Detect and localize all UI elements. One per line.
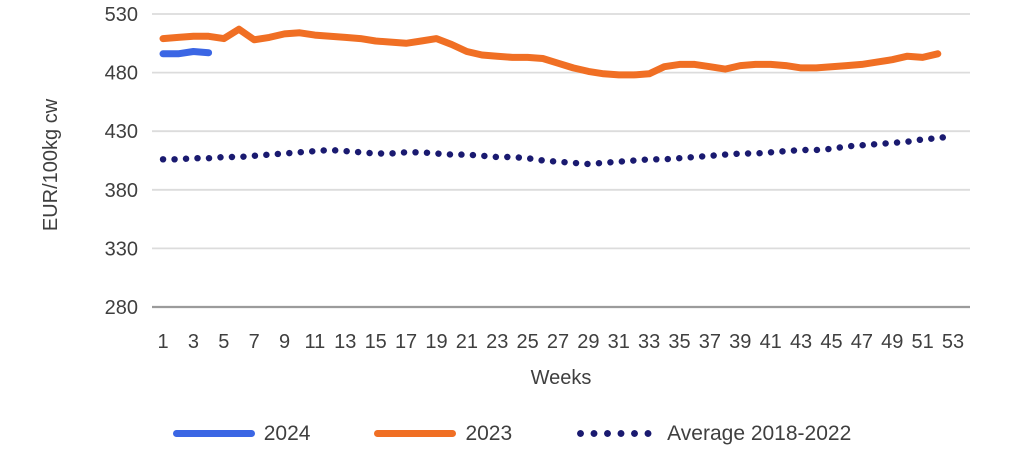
x-tick-label: 9 xyxy=(279,331,290,353)
chart-legend: 2024 2023 Average 2018-2022 xyxy=(0,413,1024,453)
y-tick-label: 380 xyxy=(105,180,138,202)
legend-item-2023: 2023 xyxy=(374,423,512,444)
x-tick-label: 15 xyxy=(365,331,387,353)
x-tick-label: 27 xyxy=(547,331,569,353)
x-axis-title: Weeks xyxy=(531,367,592,389)
legend-dotted-line-icon xyxy=(576,428,659,438)
x-tick-label: 1 xyxy=(157,331,168,353)
x-tick-label: 13 xyxy=(334,331,356,353)
legend-label-2024: 2024 xyxy=(263,421,311,445)
x-tick-label: 43 xyxy=(790,331,812,353)
x-tick-label: 51 xyxy=(911,331,933,353)
x-tick-label: 29 xyxy=(577,331,599,353)
x-tick-label: 3 xyxy=(188,331,199,353)
x-tick-label: 17 xyxy=(395,331,417,353)
x-tick-label: 5 xyxy=(218,331,229,353)
x-tick-label: 21 xyxy=(456,331,478,353)
x-tick-label: 39 xyxy=(729,331,751,353)
x-tick-label: 47 xyxy=(851,331,873,353)
series-line-2024 xyxy=(159,48,213,58)
legend-item-average: Average 2018-2022 xyxy=(576,423,851,444)
series-line-2023 xyxy=(159,25,942,79)
x-tick-label: 45 xyxy=(820,331,842,353)
x-tick-label: 25 xyxy=(516,331,538,353)
y-tick-label: 280 xyxy=(105,297,138,319)
y-axis-title: EUR/100kg cw xyxy=(40,98,62,231)
y-tick-label: 480 xyxy=(105,63,138,85)
x-tick-label: 31 xyxy=(608,331,630,353)
x-tick-label: 23 xyxy=(486,331,508,353)
legend-line-2024-icon xyxy=(172,429,255,437)
x-tick-label: 49 xyxy=(881,331,903,353)
legend-line-2023-icon xyxy=(374,429,457,437)
x-tick-label: 53 xyxy=(942,331,964,353)
x-tick-label: 11 xyxy=(305,331,326,353)
legend-item-2024: 2024 xyxy=(172,421,311,445)
y-tick-label: 430 xyxy=(105,121,138,143)
x-tick-label: 37 xyxy=(699,331,721,353)
legend-label-2023: 2023 xyxy=(465,421,513,445)
x-tick-label: 35 xyxy=(668,331,690,353)
x-tick-label: 19 xyxy=(425,331,447,353)
x-tick-label: 7 xyxy=(249,331,260,353)
y-tick-label: 330 xyxy=(105,238,138,260)
x-tick-label: 33 xyxy=(638,331,660,353)
legend-label-average: Average 2018-2022 xyxy=(667,421,852,445)
x-tick-label: 41 xyxy=(760,331,782,353)
y-tick-label: 530 xyxy=(105,4,138,26)
series-line-average xyxy=(159,132,957,168)
